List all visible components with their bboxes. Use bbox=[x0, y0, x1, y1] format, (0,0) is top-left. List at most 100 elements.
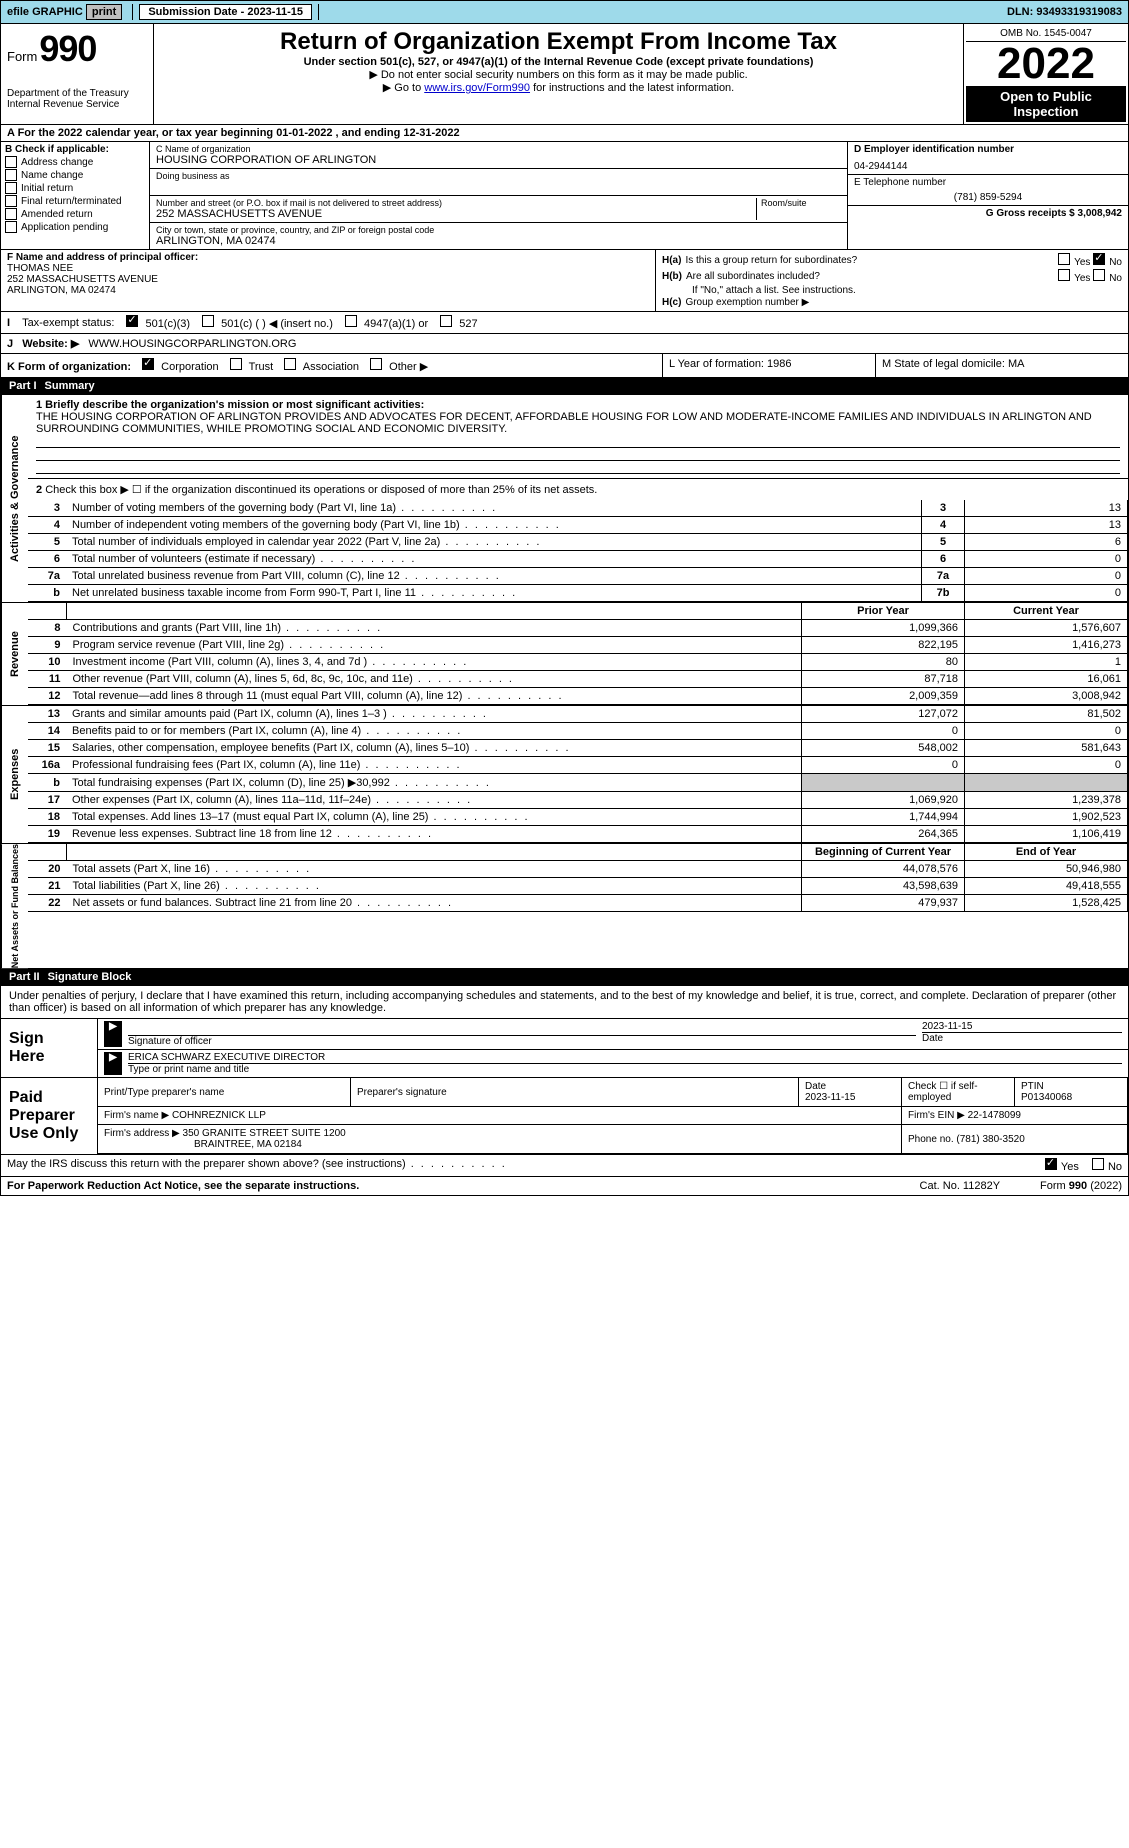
b-title: B Check if applicable: bbox=[5, 144, 145, 155]
irs-label: Internal Revenue Service bbox=[7, 99, 147, 110]
chk-application[interactable]: Application pending bbox=[5, 221, 145, 233]
table-row: bTotal fundraising expenses (Part IX, co… bbox=[28, 774, 1128, 792]
expenses-table: 13Grants and similar amounts paid (Part … bbox=[28, 706, 1128, 843]
website-value: WWW.HOUSINGCORPARLINGTON.ORG bbox=[88, 338, 296, 350]
chk-trust[interactable]: Trust bbox=[230, 361, 274, 373]
table-row: 3Number of voting members of the governi… bbox=[28, 500, 1128, 517]
netassets-table: Beginning of Current Year End of Year 20… bbox=[28, 844, 1128, 912]
preparer-firm-row: Firm's name ▶ COHNREZNICK LLP Firm's EIN… bbox=[98, 1107, 1128, 1125]
footer-form: Form 990 (2022) bbox=[1040, 1180, 1122, 1192]
submission-date-button[interactable]: Submission Date - 2023-11-15 bbox=[139, 4, 312, 20]
d-ein-row: D Employer identification number 04-2944… bbox=[848, 142, 1128, 175]
table-row: 4Number of independent voting members of… bbox=[28, 517, 1128, 534]
block-fh: F Name and address of principal officer:… bbox=[0, 250, 1129, 312]
efile-label: efile GRAPHIC bbox=[7, 6, 83, 18]
table-row: 18Total expenses. Add lines 13–17 (must … bbox=[28, 809, 1128, 826]
table-row: 15Salaries, other compensation, employee… bbox=[28, 740, 1128, 757]
ein-value: 04-2944144 bbox=[854, 161, 1122, 172]
header-right: OMB No. 1545-0047 2022 Open to Public In… bbox=[963, 24, 1128, 124]
chk-final-return[interactable]: Final return/terminated bbox=[5, 195, 145, 207]
efile-graphic-cell: efile GRAPHIC print bbox=[1, 4, 133, 20]
form-subtitle: Under section 501(c), 527, or 4947(a)(1)… bbox=[164, 56, 953, 68]
signature-block: Under penalties of perjury, I declare th… bbox=[0, 986, 1129, 1078]
chk-assoc[interactable]: Association bbox=[284, 361, 359, 373]
vlabel-governance: Activities & Governance bbox=[1, 395, 28, 602]
ssn-note: ▶ Do not enter social security numbers o… bbox=[164, 68, 953, 81]
header-left: Form 990 Department of the Treasury Inte… bbox=[1, 24, 154, 124]
table-row: 13Grants and similar amounts paid (Part … bbox=[28, 706, 1128, 723]
table-row: 9Program service revenue (Part VIII, lin… bbox=[28, 637, 1128, 654]
sig-officer-line: ▶ Signature of officer 2023-11-15 Date bbox=[98, 1019, 1128, 1050]
org-name: HOUSING CORPORATION OF ARLINGTON bbox=[156, 154, 841, 166]
goto-note: ▶ Go to www.irs.gov/Form990 for instruct… bbox=[164, 81, 953, 94]
vlabel-revenue: Revenue bbox=[1, 603, 28, 705]
sig-declaration: Under penalties of perjury, I declare th… bbox=[1, 986, 1128, 1018]
table-row: 16aProfessional fundraising fees (Part I… bbox=[28, 757, 1128, 774]
arrow-icon: ▶ bbox=[104, 1021, 122, 1047]
governance-table: 3Number of voting members of the governi… bbox=[28, 500, 1128, 602]
signer-name: ERICA SCHWARZ EXECUTIVE DIRECTOR bbox=[128, 1052, 1122, 1064]
efile-topbar: efile GRAPHIC print Submission Date - 20… bbox=[0, 0, 1129, 24]
irs-link[interactable]: www.irs.gov/Form990 bbox=[424, 82, 530, 94]
open-to-public: Open to Public Inspection bbox=[966, 86, 1126, 122]
chk-527[interactable]: 527 bbox=[440, 315, 477, 330]
header-title-block: Return of Organization Exempt From Incom… bbox=[154, 24, 963, 124]
table-row: 21Total liabilities (Part X, line 26)43,… bbox=[28, 878, 1128, 895]
part2-header: Part II Signature Block bbox=[0, 969, 1129, 986]
paid-preparer-block: Paid Preparer Use Only Print/Type prepar… bbox=[0, 1078, 1129, 1155]
discuss-yes-check[interactable] bbox=[1045, 1158, 1057, 1170]
preparer-addr-row: Firm's address ▶ 350 GRANITE STREET SUIT… bbox=[98, 1125, 1128, 1154]
chk-501c3[interactable]: 501(c)(3) bbox=[126, 315, 190, 330]
table-row: bNet unrelated business taxable income f… bbox=[28, 585, 1128, 602]
chk-other[interactable]: Other ▶ bbox=[370, 361, 428, 373]
col-h-group: H(a) Is this a group return for subordin… bbox=[656, 250, 1128, 311]
netassets-head: Beginning of Current Year End of Year bbox=[28, 844, 1128, 861]
discuss-row: May the IRS discuss this return with the… bbox=[0, 1155, 1129, 1177]
print-button[interactable]: print bbox=[86, 4, 122, 20]
section-expenses: Expenses 13Grants and similar amounts pa… bbox=[0, 706, 1129, 844]
c-addr-row: Number and street (or P.O. box if mail i… bbox=[150, 196, 847, 223]
col-f-officer: F Name and address of principal officer:… bbox=[1, 250, 656, 311]
e-phone-row: E Telephone number (781) 859-5294 bbox=[848, 175, 1128, 206]
chk-address-change[interactable]: Address change bbox=[5, 156, 145, 168]
form-header: Form 990 Department of the Treasury Inte… bbox=[0, 24, 1129, 125]
chk-corp[interactable]: Corporation bbox=[142, 361, 219, 373]
org-address: 252 MASSACHUSETTS AVENUE bbox=[156, 208, 756, 220]
ha-row: H(a) Is this a group return for subordin… bbox=[662, 253, 1122, 268]
block-bcde: B Check if applicable: Address change Na… bbox=[0, 142, 1129, 250]
vlabel-expenses: Expenses bbox=[1, 706, 28, 843]
paid-preparer-label: Paid Preparer Use Only bbox=[1, 1078, 97, 1154]
form-title: Return of Organization Exempt From Incom… bbox=[164, 28, 953, 56]
col-b-checkboxes: B Check if applicable: Address change Na… bbox=[1, 142, 150, 249]
sign-here-label: Sign Here bbox=[1, 1019, 97, 1077]
c-city-row: City or town, state or province, country… bbox=[150, 223, 847, 249]
chk-4947[interactable]: 4947(a)(1) or bbox=[345, 315, 428, 330]
line2-checkbox: 2 Check this box ▶ ☐ if the organization… bbox=[28, 478, 1128, 500]
form-number: Form 990 bbox=[7, 28, 147, 70]
revenue-table: Prior Year Current Year 8Contributions a… bbox=[28, 603, 1128, 705]
table-row: 22Net assets or fund balances. Subtract … bbox=[28, 895, 1128, 912]
row-j-website: J Website: ▶ WWW.HOUSINGCORPARLINGTON.OR… bbox=[0, 334, 1129, 354]
org-city: ARLINGTON, MA 02474 bbox=[156, 235, 841, 247]
vlabel-netassets: Net Assets or Fund Balances bbox=[1, 844, 28, 968]
table-row: 10Investment income (Part VIII, column (… bbox=[28, 654, 1128, 671]
dept-treasury: Department of the Treasury bbox=[7, 88, 147, 99]
submission-cell: Submission Date - 2023-11-15 bbox=[133, 4, 319, 20]
chk-amended[interactable]: Amended return bbox=[5, 208, 145, 220]
col-c-org-info: C Name of organization HOUSING CORPORATI… bbox=[150, 142, 847, 249]
part1-header: Part I Summary bbox=[0, 378, 1129, 395]
hc-row: H(c) Group exemption number ▶ bbox=[662, 297, 1122, 308]
phone-value: (781) 859-5294 bbox=[854, 192, 1122, 203]
chk-name-change[interactable]: Name change bbox=[5, 169, 145, 181]
discuss-no-check[interactable] bbox=[1092, 1158, 1104, 1170]
chk-501c[interactable]: 501(c) ( ) ◀ (insert no.) bbox=[202, 315, 333, 330]
tax-year: 2022 bbox=[966, 42, 1126, 86]
arrow-icon: ▶ bbox=[104, 1052, 122, 1075]
mission-text: THE HOUSING CORPORATION OF ARLINGTON PRO… bbox=[36, 411, 1120, 435]
chk-initial-return[interactable]: Initial return bbox=[5, 182, 145, 194]
l-year-formation: L Year of formation: 1986 bbox=[662, 354, 875, 377]
c-dba-row: Doing business as bbox=[150, 169, 847, 196]
section-revenue: Revenue Prior Year Current Year 8Contrib… bbox=[0, 603, 1129, 706]
row-klm: K Form of organization: Corporation Trus… bbox=[0, 354, 1129, 378]
row-i-taxexempt: I Tax-exempt status: 501(c)(3) 501(c) ( … bbox=[0, 312, 1129, 334]
